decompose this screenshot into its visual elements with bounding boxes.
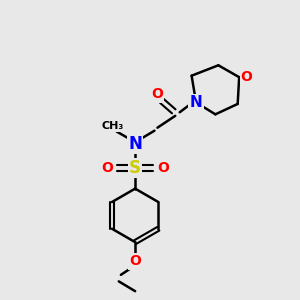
Text: O: O [101, 161, 113, 175]
Text: N: N [190, 95, 202, 110]
Text: O: O [157, 161, 169, 175]
Text: O: O [241, 70, 253, 84]
Text: O: O [129, 254, 141, 268]
Text: O: O [152, 87, 164, 101]
Text: N: N [128, 135, 142, 153]
Text: CH₃: CH₃ [102, 121, 124, 131]
Text: S: S [129, 159, 141, 177]
